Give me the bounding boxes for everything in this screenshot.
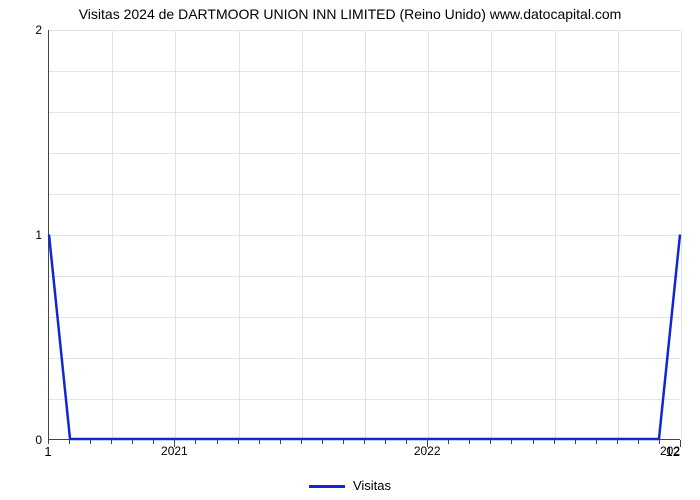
x-minor-tick [617, 440, 618, 444]
x-minor-tick [659, 440, 660, 444]
x-minor-tick [301, 440, 302, 444]
x-minor-tick [322, 440, 323, 444]
y-tick-label: 1 [35, 228, 42, 242]
x-minor-tick [575, 440, 576, 444]
x-minor-tick [533, 440, 534, 444]
chart-title: Visitas 2024 de DARTMOOR UNION INN LIMIT… [0, 6, 700, 22]
x-minor-tick [153, 440, 154, 444]
x-minor-tick [132, 440, 133, 444]
x-minor-tick [238, 440, 239, 444]
x-minor-tick [638, 440, 639, 444]
x-minor-tick [406, 440, 407, 444]
grid-v [681, 30, 682, 439]
x-minor-tick [511, 440, 512, 444]
series-line [49, 30, 680, 439]
x-minor-tick [490, 440, 491, 444]
x-minor-tick [364, 440, 365, 444]
x-minor-tick [385, 440, 386, 444]
x-major-tick [174, 440, 175, 447]
y-tick-label: 0 [35, 433, 42, 447]
x-major-tick [427, 440, 428, 447]
x-minor-tick [217, 440, 218, 444]
x-minor-tick [259, 440, 260, 444]
legend: Visitas [0, 478, 700, 493]
x-minor-tick [448, 440, 449, 444]
x-minor-tick [69, 440, 70, 444]
x-minor-tick [90, 440, 91, 444]
legend-label: Visitas [353, 478, 391, 493]
plot-area [48, 30, 680, 440]
x-minor-tick [280, 440, 281, 444]
x-major-tick [680, 440, 681, 447]
x-minor-tick [469, 440, 470, 444]
visits-chart: Visitas 2024 de DARTMOOR UNION INN LIMIT… [0, 0, 700, 500]
legend-swatch [309, 485, 345, 488]
x-minor-tick [596, 440, 597, 444]
y-tick-label: 2 [35, 23, 42, 37]
x-minor-tick [343, 440, 344, 444]
x-minor-tick [554, 440, 555, 444]
corner-right-label: 12 [666, 444, 680, 459]
x-minor-tick [111, 440, 112, 444]
x-minor-tick [195, 440, 196, 444]
corner-left-label: 1 [44, 444, 51, 459]
